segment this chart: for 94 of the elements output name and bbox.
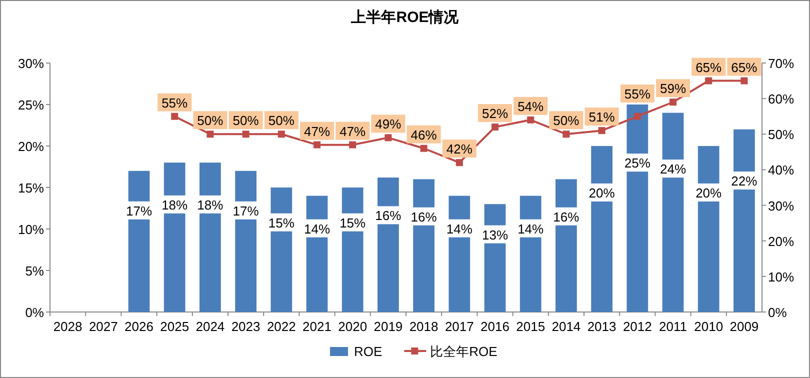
point xyxy=(598,127,606,134)
data-label: 20% xyxy=(588,185,616,200)
y2-tick-label: 30% xyxy=(768,198,794,214)
y-tick-label: 30% xyxy=(18,56,44,71)
data-label: 55% xyxy=(624,86,651,102)
data-label: 13% xyxy=(482,227,508,242)
point xyxy=(705,77,712,84)
x-tick-label: 2027 xyxy=(88,319,118,334)
y-tick-label: 10% xyxy=(18,222,44,237)
data-label: 16% xyxy=(375,208,402,224)
bar xyxy=(591,146,612,312)
data-label: 51% xyxy=(588,110,616,125)
data-label: 15% xyxy=(340,215,366,230)
point xyxy=(456,159,463,166)
point xyxy=(670,98,676,106)
data-label: 16% xyxy=(410,209,438,224)
x-tick-label: 2028 xyxy=(53,319,82,334)
point xyxy=(206,130,214,138)
y-tick-label: 5% xyxy=(25,264,44,278)
x-tick-label: 2009 xyxy=(730,319,759,334)
data-label: 50% xyxy=(197,113,224,128)
x-tick-label: 2010 xyxy=(694,319,724,334)
data-label: 46% xyxy=(410,127,438,142)
data-label: 50% xyxy=(232,113,260,128)
point xyxy=(242,130,250,138)
x-tick-label: 2024 xyxy=(196,319,225,334)
x-tick-label: 2019 xyxy=(374,319,403,334)
data-label: 24% xyxy=(660,162,686,177)
data-label: 18% xyxy=(162,197,188,212)
point xyxy=(634,112,641,120)
data-label: 47% xyxy=(340,124,366,139)
x-tick-label: 2020 xyxy=(338,319,368,334)
x-tick-label: 2011 xyxy=(659,319,687,334)
data-label: 15% xyxy=(268,215,295,230)
x-tick-label: 2017 xyxy=(444,319,474,334)
data-label: 14% xyxy=(304,221,330,236)
data-label: 54% xyxy=(518,98,544,114)
point xyxy=(314,141,320,148)
legend-label: ROE xyxy=(354,344,382,359)
y2-tick-label: 40% xyxy=(768,162,794,178)
data-label: 49% xyxy=(375,116,402,132)
x-tick-label: 2023 xyxy=(231,319,260,334)
data-label: 16% xyxy=(553,209,580,224)
data-label: 42% xyxy=(446,142,473,157)
x-tick-label: 2016 xyxy=(480,319,510,334)
x-tick-label: 2014 xyxy=(552,319,581,334)
y-tick-label: 20% xyxy=(18,139,44,154)
x-tick-label: 2026 xyxy=(124,319,154,334)
bar xyxy=(734,129,755,312)
y2-tick-label: 50% xyxy=(768,127,794,142)
data-label: 14% xyxy=(518,221,544,236)
chart-title: 上半年ROE情况 xyxy=(350,9,460,26)
bar xyxy=(698,146,720,312)
data-label: 14% xyxy=(446,221,473,236)
point xyxy=(527,116,534,124)
x-tick-label: 2018 xyxy=(409,319,438,334)
y2-tick-label: 0% xyxy=(768,305,788,320)
y2-tick-label: 10% xyxy=(768,269,794,284)
data-label: 50% xyxy=(268,113,295,128)
y2-tick-label: 70% xyxy=(768,56,794,71)
data-label: 55% xyxy=(162,95,188,110)
data-label: 25% xyxy=(624,156,651,171)
x-tick-label: 2025 xyxy=(160,319,190,334)
data-label: 65% xyxy=(731,60,758,75)
y2-tick-label: 60% xyxy=(768,92,794,107)
bar xyxy=(626,104,648,312)
data-label: 47% xyxy=(304,124,330,139)
x-tick-label: 2013 xyxy=(587,319,616,334)
data-label: 65% xyxy=(696,60,722,75)
point xyxy=(740,77,748,84)
data-label: 18% xyxy=(197,197,224,212)
data-label: 20% xyxy=(696,185,722,200)
x-tick-label: 2012 xyxy=(622,319,652,334)
data-label: 52% xyxy=(482,106,508,122)
x-tick-label: 2015 xyxy=(516,319,546,334)
point xyxy=(492,124,498,131)
data-label: 50% xyxy=(553,113,580,128)
y-tick-label: 0% xyxy=(25,305,44,320)
data-label: 22% xyxy=(731,174,758,189)
y-tick-label: 25% xyxy=(18,98,44,112)
y-tick-label: 15% xyxy=(18,180,44,196)
point xyxy=(562,130,570,138)
legend-label: 比全年ROE xyxy=(430,344,498,359)
x-tick-label: 2021 xyxy=(302,319,332,334)
y2-tick-label: 20% xyxy=(768,234,794,249)
data-label: 17% xyxy=(126,203,152,218)
point xyxy=(171,112,178,120)
point xyxy=(349,141,356,148)
data-label: 59% xyxy=(660,81,686,96)
point xyxy=(278,130,285,138)
data-label: 17% xyxy=(232,203,260,218)
x-tick-label: 2022 xyxy=(266,319,296,334)
point xyxy=(384,134,392,142)
point xyxy=(420,144,428,152)
